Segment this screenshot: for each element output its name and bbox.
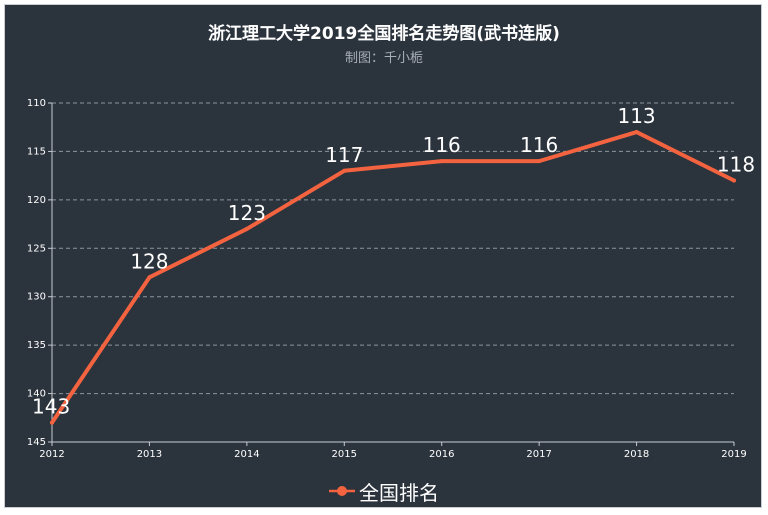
- chart-subtitle: 制图：千小栀: [344, 51, 423, 66]
- y-tick-label: 120: [27, 195, 46, 206]
- legend-label: 全国排名: [359, 480, 439, 505]
- data-point: [147, 275, 152, 280]
- x-tick-label: 2013: [137, 449, 162, 460]
- data-point: [50, 420, 54, 425]
- x-tick-label: 2012: [39, 449, 64, 460]
- data-label: 117: [325, 143, 363, 167]
- series-line: [50, 130, 736, 425]
- x-tick-label: 2019: [721, 449, 746, 460]
- x-tick-label: 2016: [429, 449, 454, 460]
- data-point: [537, 159, 542, 164]
- legend-item-national-rank[interactable]: 全国排名: [329, 477, 439, 506]
- data-label: 113: [617, 104, 655, 128]
- data-label: 116: [423, 133, 461, 157]
- data-point: [634, 130, 639, 135]
- y-axis: 110 115 120 125 130 135 140 145: [27, 98, 53, 448]
- x-tick-label: 2015: [332, 449, 357, 460]
- y-tick-label: 110: [27, 98, 46, 109]
- x-tick-label: 2014: [234, 449, 259, 460]
- chart-frame: 浙江理工大学2019全国排名走势图(武书连版) 制图：千小栀 110 115 120…: [4, 4, 762, 508]
- grid-lines: [52, 102, 734, 395]
- y-tick-label: 140: [27, 389, 46, 400]
- data-labels: 143 128 123 117 116 116 113 118: [32, 104, 755, 419]
- x-axis: 2012 2013 2014 2015 2016 2017 2018 2019: [39, 441, 747, 460]
- y-tick-label: 115: [27, 146, 46, 157]
- data-label: 123: [228, 201, 266, 225]
- legend: 全国排名: [5, 477, 763, 505]
- data-point: [244, 226, 249, 231]
- x-tick-label: 2017: [526, 449, 551, 460]
- data-label: 116: [520, 133, 558, 157]
- y-tick-label: 135: [27, 340, 46, 351]
- data-label: 143: [32, 395, 70, 419]
- x-tick-label: 2018: [624, 449, 649, 460]
- data-point: [439, 159, 444, 164]
- data-point: [342, 168, 347, 173]
- y-tick-label: 145: [27, 437, 46, 448]
- data-point: [732, 178, 736, 183]
- legend-line-marker-icon: [329, 486, 355, 496]
- y-tick-label: 125: [27, 243, 46, 254]
- series-layer: [50, 130, 736, 425]
- y-tick-label: 130: [27, 292, 46, 303]
- chart-title: 浙江理工大学2019全国排名走势图(武书连版): [208, 24, 560, 44]
- data-label: 128: [130, 249, 168, 273]
- data-label: 118: [717, 152, 755, 176]
